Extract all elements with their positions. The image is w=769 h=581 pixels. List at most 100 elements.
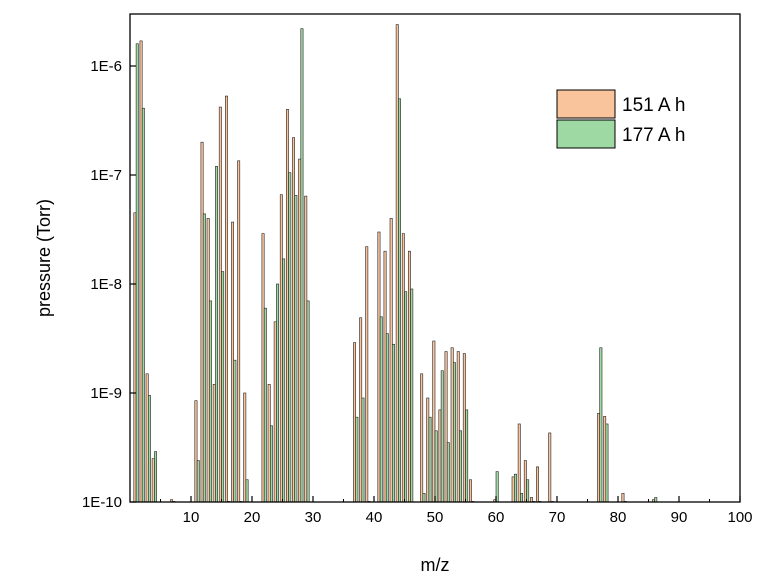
bar-series1-mz-23 <box>267 384 271 503</box>
bar-series2-mz-65 <box>526 479 530 503</box>
x-tick-label-70: 70 <box>549 509 566 526</box>
bar-series1-mz-16 <box>225 95 228 503</box>
bar-series2-mz-45 <box>404 291 408 503</box>
legend-swatch-1 <box>556 89 616 119</box>
bar-series2-mz-54 <box>459 430 462 503</box>
bars-group <box>133 24 658 503</box>
bar-series2-mz-12 <box>202 213 206 503</box>
bar-series2-mz-63 <box>513 473 517 503</box>
bar-series2-mz-3 <box>148 395 151 503</box>
x-tick-label-90: 90 <box>671 509 688 526</box>
bar-series1-mz-1 <box>133 212 137 503</box>
bar-series1-mz-27 <box>292 137 295 503</box>
bar-series1-mz-38 <box>359 317 363 503</box>
bar-series1-mz-66 <box>529 497 533 503</box>
bar-series1-mz-42 <box>383 250 387 503</box>
legend-label-1: 151 A h <box>622 95 685 116</box>
x-tick-label-20: 20 <box>244 509 261 526</box>
bar-series2-mz-50 <box>434 430 438 503</box>
bar-series1-mz-44 <box>395 24 399 503</box>
bar-series1-mz-22 <box>261 233 265 503</box>
x-axis-title: m/z <box>421 555 450 575</box>
bar-series2-mz-29 <box>306 300 310 503</box>
bar-series1-mz-41 <box>377 231 381 503</box>
bar-series2-mz-52 <box>446 442 450 503</box>
bar-series2-mz-23 <box>269 425 273 503</box>
bar-series1-mz-78 <box>603 416 607 503</box>
bar-series2-mz-44 <box>398 98 401 503</box>
x-tick-label-100: 100 <box>727 509 752 526</box>
legend: 151 A h 177 A h <box>556 89 685 149</box>
x-tick-label-60: 60 <box>488 509 505 526</box>
bar-series1-mz-52 <box>444 351 448 503</box>
bar-series2-mz-38 <box>361 397 365 503</box>
bar-series1-mz-25 <box>279 194 283 503</box>
bar-series2-mz-28 <box>300 28 304 503</box>
bar-series1-mz-69 <box>548 432 552 503</box>
bar-series2-mz-41 <box>379 316 383 503</box>
bar-series2-mz-19 <box>245 479 249 503</box>
bar-series2-mz-42 <box>385 333 389 503</box>
bar-series2-mz-51 <box>440 370 444 503</box>
bar-series1-mz-29 <box>304 195 308 503</box>
bar-series1-mz-46 <box>407 250 411 503</box>
bar-series2-mz-22 <box>263 307 267 503</box>
y-tick-label-1E-9: 1E-9 <box>90 385 122 402</box>
y-tick-label-1E-8: 1E-8 <box>90 276 122 293</box>
bar-series1-mz-4 <box>151 458 155 503</box>
bar-series2-mz-27 <box>294 195 298 503</box>
x-tick-label-50: 50 <box>427 509 444 526</box>
bar-series2-mz-49 <box>428 416 432 503</box>
bar-series2-mz-78 <box>605 423 609 503</box>
x-tick-label-40: 40 <box>366 509 383 526</box>
y-axis-title: pressure (Torr) <box>34 199 54 317</box>
y-axis: 1E-10 1E-9 1E-8 1E-7 1E-6 <box>82 58 136 511</box>
x-tick-label-80: 80 <box>610 509 627 526</box>
bar-series1-mz-48 <box>420 373 424 503</box>
bar-series2-mz-48 <box>422 493 426 503</box>
bar-series1-mz-15 <box>218 106 222 503</box>
bar-series1-mz-50 <box>432 340 436 503</box>
bar-series1-mz-11 <box>194 400 198 503</box>
bar-series2-mz-46 <box>410 288 414 503</box>
bar-series2-mz-25 <box>282 258 286 503</box>
bar-series1-mz-24 <box>273 321 277 503</box>
bar-series2-mz-1 <box>135 43 139 503</box>
bar-series2-mz-37 <box>355 416 359 503</box>
bar-series1-mz-28 <box>298 158 302 503</box>
x-tick-label-30: 30 <box>305 509 322 526</box>
bar-series1-mz-14 <box>212 384 216 503</box>
bar-series1-mz-19 <box>243 392 247 503</box>
legend-label-2: 177 A h <box>622 125 685 146</box>
bar-series1-mz-81 <box>621 493 625 503</box>
x-tick-label-10: 10 <box>183 509 200 526</box>
bar-series1-mz-37 <box>353 342 356 503</box>
bar-series1-mz-77 <box>597 413 601 503</box>
bar-series1-mz-65 <box>523 460 527 503</box>
bar-series1-mz-17 <box>231 221 234 503</box>
bar-series1-mz-63 <box>511 476 515 503</box>
bar-series1-mz-54 <box>456 351 460 503</box>
bar-series2-mz-11 <box>196 460 200 503</box>
bar-series1-mz-45 <box>401 233 405 503</box>
bar-series1-mz-55 <box>462 353 466 503</box>
bar-series1-mz-12 <box>200 141 204 503</box>
bar-series1-mz-53 <box>450 347 454 503</box>
y-tick-label-1E-7: 1E-7 <box>90 167 122 184</box>
x-axis: 10 20 30 40 50 60 70 80 90 100 <box>160 496 753 526</box>
bar-series2-mz-2 <box>141 107 145 503</box>
bar-series2-mz-55 <box>465 409 469 503</box>
bar-series1-mz-64 <box>517 423 521 503</box>
bar-series2-mz-77 <box>599 347 603 503</box>
legend-swatch-2 <box>556 119 616 149</box>
bar-series2-mz-15 <box>221 271 225 503</box>
bar-series1-mz-3 <box>145 373 149 503</box>
y-tick-label-1E-6: 1E-6 <box>90 58 122 75</box>
bar-series2-mz-17 <box>233 359 237 503</box>
bar-series2-mz-4 <box>154 451 157 503</box>
bar-series1-mz-51 <box>438 409 442 503</box>
bar-series2-mz-24 <box>276 283 279 503</box>
y-tick-label-1E-10: 1E-10 <box>82 494 122 511</box>
bar-series2-mz-64 <box>520 493 524 503</box>
